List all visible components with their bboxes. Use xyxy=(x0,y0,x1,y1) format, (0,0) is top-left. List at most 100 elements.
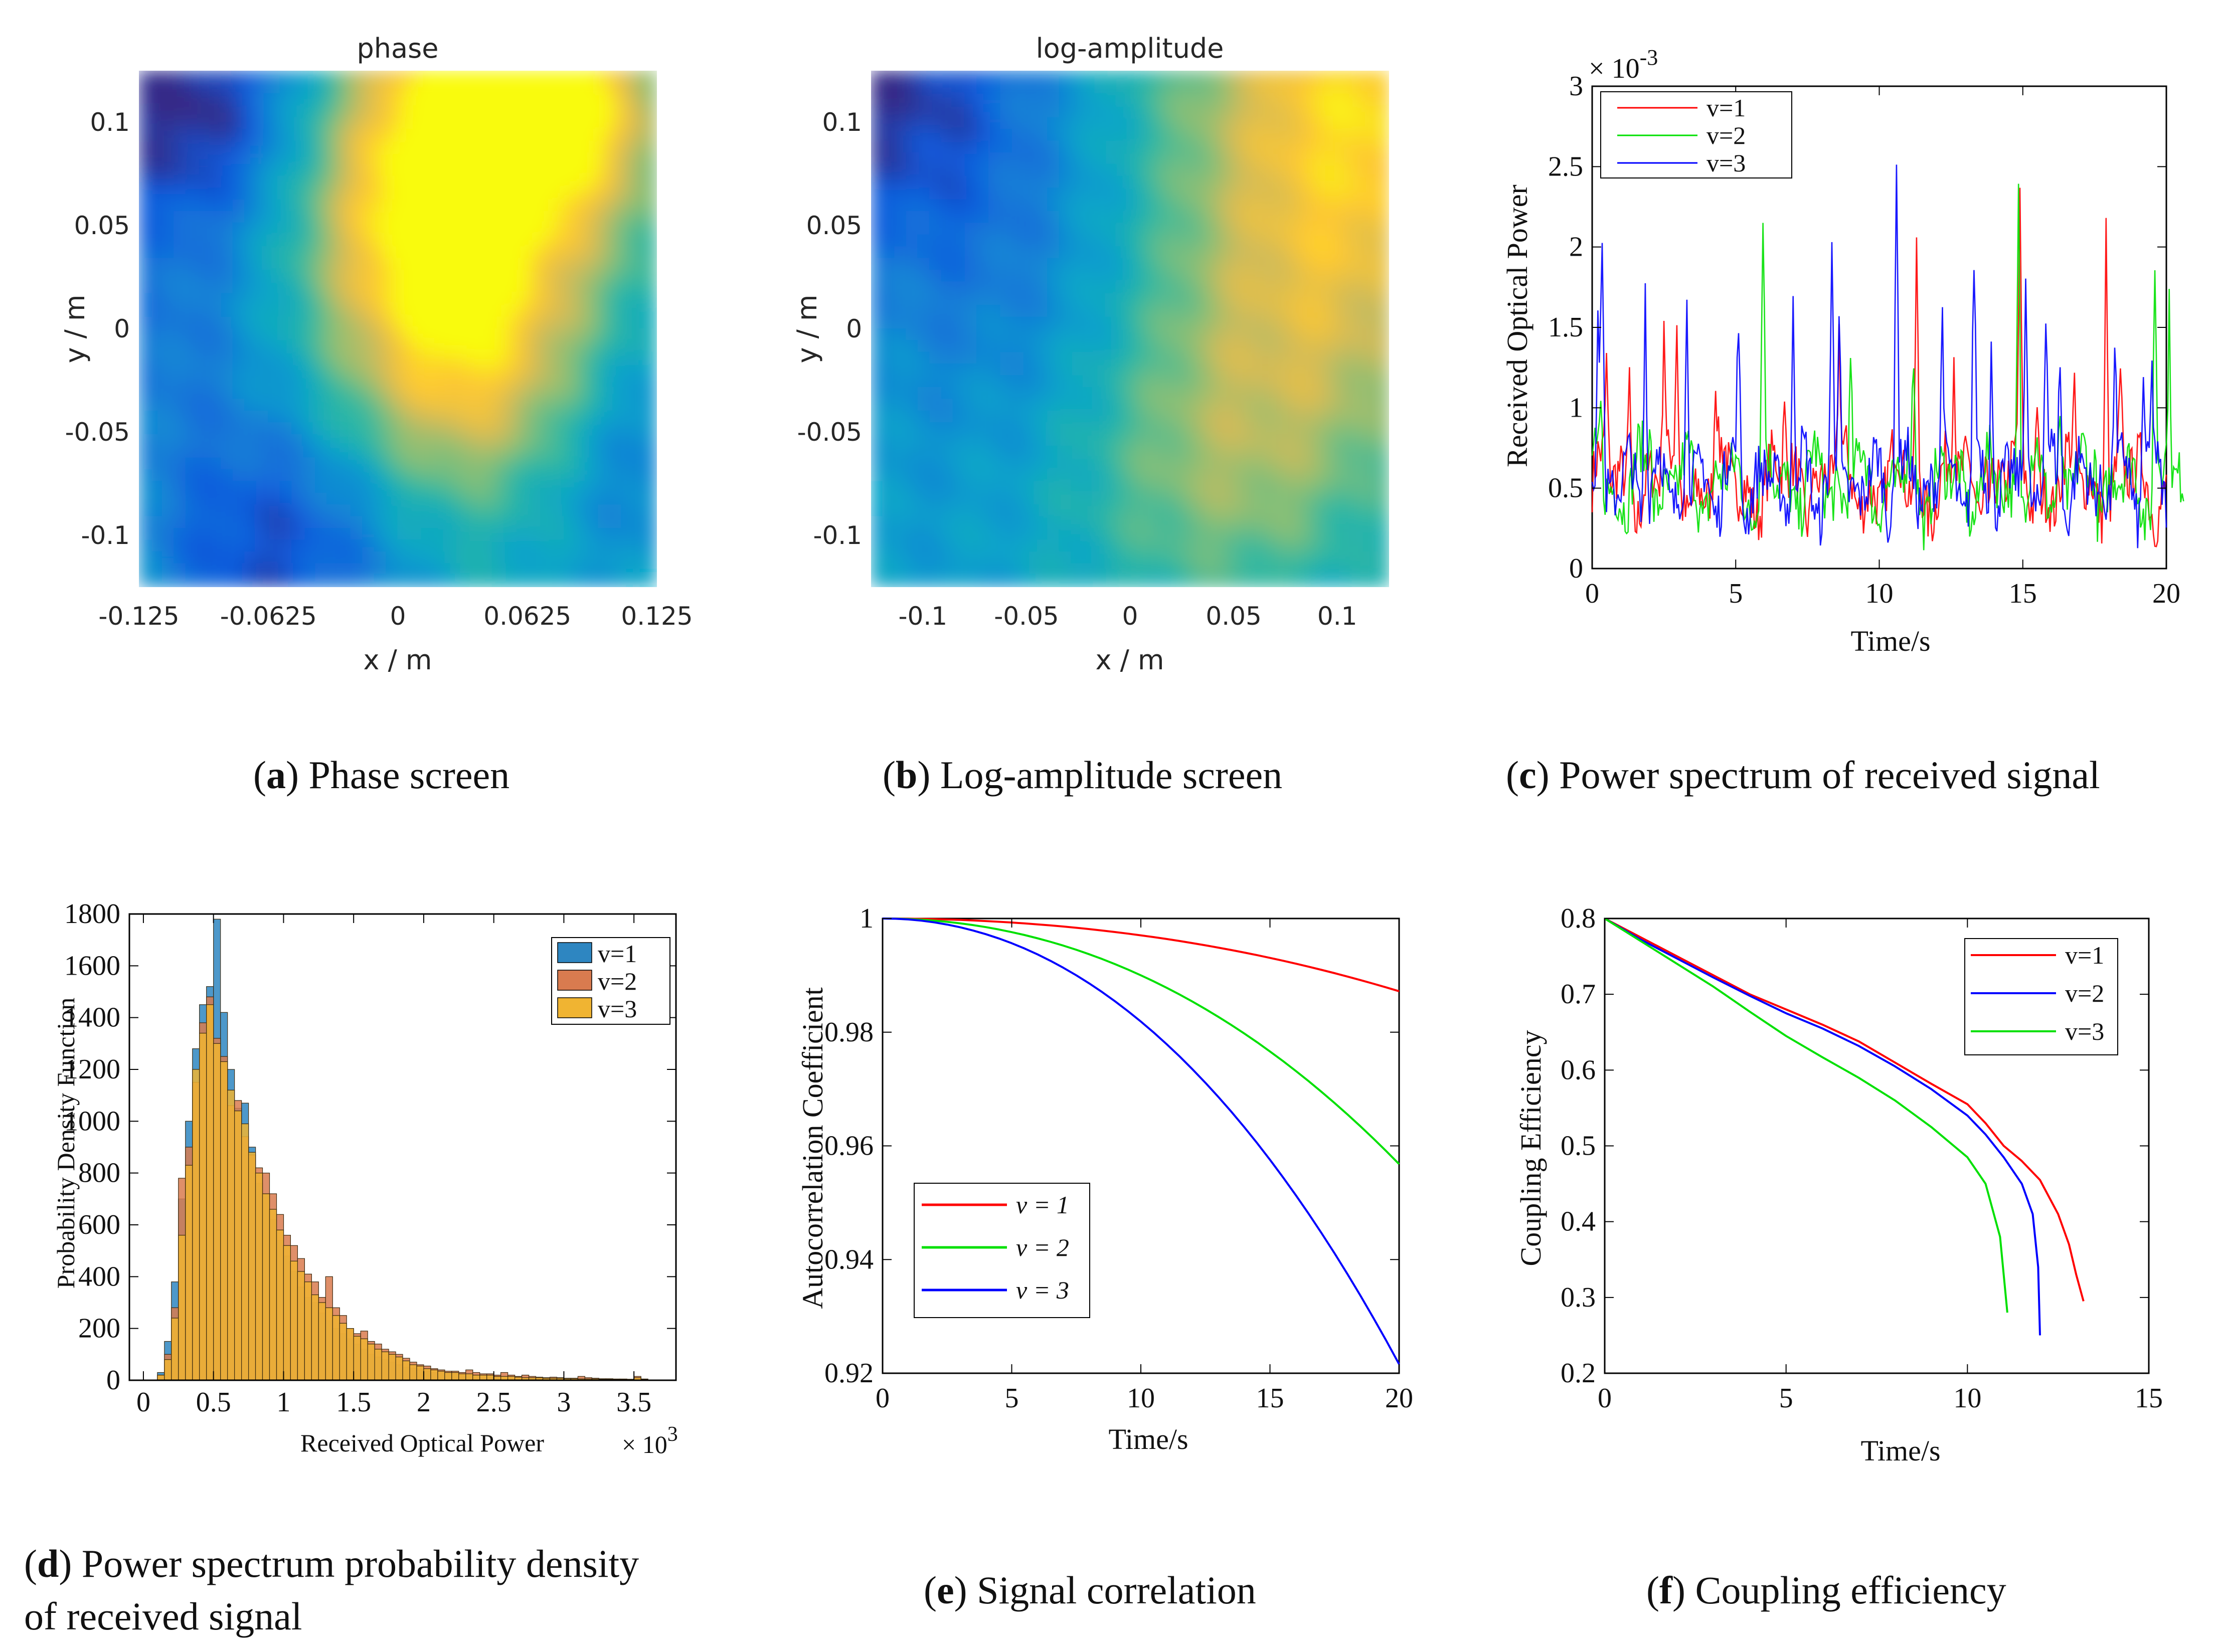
heatmap-cell xyxy=(1318,175,1331,189)
heatmap-cell xyxy=(1377,281,1389,294)
heatmap-cell xyxy=(1365,410,1378,424)
heatmap-cell xyxy=(421,563,434,576)
heatmap-cell xyxy=(550,117,564,130)
heatmap-cell xyxy=(1200,82,1213,95)
heatmap-cell xyxy=(621,457,634,470)
y-tick-label: 200 xyxy=(78,1313,120,1344)
heatmap-cell xyxy=(1129,211,1142,224)
heatmap-cell xyxy=(609,129,622,142)
heatmap-cell xyxy=(1365,457,1378,470)
heatmap-cell xyxy=(397,175,410,189)
heatmap-cell xyxy=(315,129,328,142)
heatmap-cell xyxy=(917,504,931,517)
heatmap-cell xyxy=(197,223,210,236)
heatmap-cell xyxy=(550,188,564,201)
heatmap-cell xyxy=(491,223,504,236)
heatmap-cell xyxy=(633,410,646,424)
heatmap-cell xyxy=(362,246,375,259)
heatmap-cell xyxy=(1176,258,1189,271)
heatmap-cell xyxy=(633,446,646,459)
heatmap-cell xyxy=(326,492,340,506)
heatmap-cell xyxy=(162,375,175,388)
heatmap-cell xyxy=(1129,457,1142,470)
heatmap-cell xyxy=(350,140,364,153)
heatmap-cell xyxy=(527,575,540,587)
heatmap-cell xyxy=(479,457,493,470)
heatmap-cell xyxy=(539,234,552,248)
heatmap-cell xyxy=(894,504,907,517)
heatmap-cell xyxy=(444,563,457,576)
heatmap-cell xyxy=(421,71,434,83)
heatmap-cell xyxy=(479,140,493,153)
heatmap-cell xyxy=(456,481,469,494)
histogram-bar xyxy=(437,1371,445,1381)
heatmap-cell xyxy=(1000,117,1013,130)
heatmap-cell xyxy=(1271,152,1284,165)
heatmap-cell xyxy=(527,399,540,412)
heatmap-cell xyxy=(303,82,316,95)
heatmap-cell xyxy=(894,481,907,494)
heatmap-cell xyxy=(1035,363,1049,377)
heatmap-cell xyxy=(1282,504,1296,517)
histogram-bar xyxy=(353,1336,361,1381)
heatmap-cell xyxy=(1341,340,1354,353)
histogram-bar xyxy=(430,1369,438,1381)
heatmap-cell xyxy=(350,211,364,224)
heatmap-cell xyxy=(1318,351,1331,365)
heatmap-cell xyxy=(1259,71,1272,83)
heatmap-cell xyxy=(1224,492,1237,506)
heatmap-cell xyxy=(597,152,611,165)
heatmap-cell xyxy=(1200,551,1213,565)
heatmap-cell xyxy=(906,281,919,294)
heatmap-cell xyxy=(503,516,517,529)
heatmap-cell xyxy=(976,481,989,494)
heatmap-cell xyxy=(209,563,222,576)
heatmap-cell xyxy=(386,375,399,388)
heatmap-cell xyxy=(174,387,187,400)
heatmap-cell xyxy=(256,199,269,212)
legend-label: v=1 xyxy=(598,940,637,968)
heatmap-cell xyxy=(232,457,246,470)
heatmap-cell xyxy=(503,551,517,565)
heatmap-cell xyxy=(432,516,446,529)
heatmap-cell xyxy=(1224,516,1237,529)
heatmap-cell xyxy=(1141,316,1154,329)
heatmap-cell xyxy=(232,446,246,459)
histogram-bar xyxy=(311,1294,319,1381)
heatmap-cell xyxy=(338,399,352,412)
series-line-v-2 xyxy=(1591,183,2184,550)
heatmap-cell xyxy=(1329,469,1343,482)
heatmap-cell xyxy=(1035,399,1049,412)
heatmap-cell xyxy=(491,199,504,212)
heatmap-cell xyxy=(315,410,328,424)
heatmap-cell xyxy=(906,399,919,412)
heatmap-cell xyxy=(350,281,364,294)
heatmap-cell xyxy=(1153,340,1166,353)
heatmap-cell xyxy=(386,117,399,130)
heatmap-cell xyxy=(432,563,446,576)
heatmap-cell xyxy=(185,71,199,83)
heatmap-cell xyxy=(1094,563,1107,576)
heatmap-cell xyxy=(397,71,410,83)
heatmap-cell xyxy=(256,82,269,95)
heatmap-cell xyxy=(633,188,646,201)
heatmap-cell xyxy=(1176,246,1189,259)
heatmap-cell xyxy=(256,563,269,576)
heatmap-cell xyxy=(1329,175,1343,189)
heatmap-cell xyxy=(1035,82,1049,95)
heatmap-cell xyxy=(1306,457,1319,470)
heatmap-cell xyxy=(1071,434,1084,447)
heatmap-cell xyxy=(1106,328,1119,341)
heatmap-cell xyxy=(562,164,575,177)
heatmap-cell xyxy=(1176,492,1189,506)
heatmap-cell xyxy=(503,152,517,165)
heatmap-cell xyxy=(597,504,611,517)
heatmap-cell xyxy=(1035,516,1049,529)
heatmap-cell xyxy=(964,434,978,447)
heatmap-cell xyxy=(1082,152,1096,165)
heatmap-cell xyxy=(268,199,281,212)
heatmap-cell xyxy=(1329,305,1343,318)
heatmap-cell xyxy=(1318,105,1331,118)
heatmap-cell xyxy=(1377,234,1389,248)
heatmap-cell xyxy=(953,563,966,576)
